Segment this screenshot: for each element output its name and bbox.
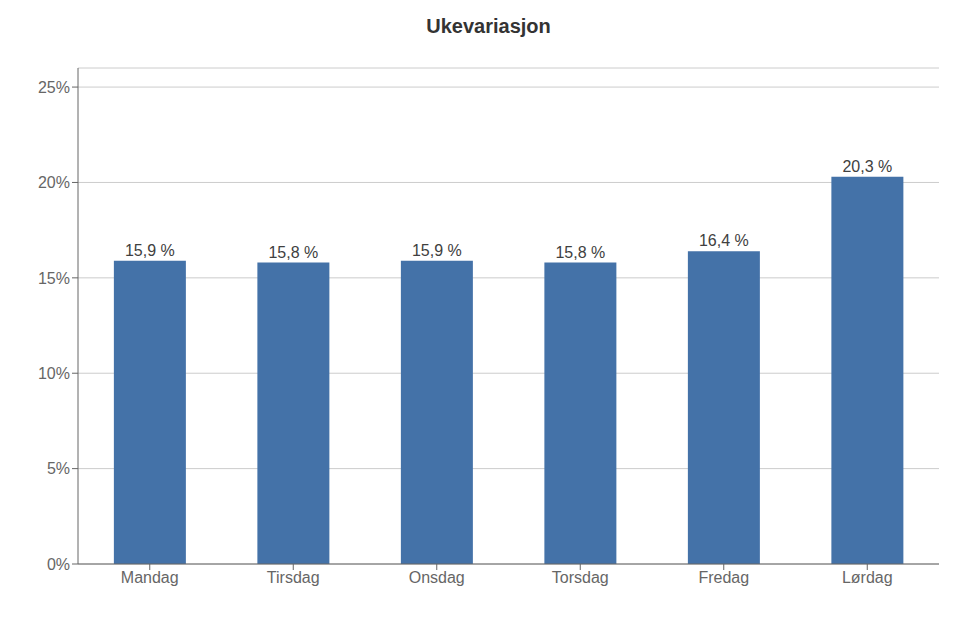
svg-text:Lørdag: Lørdag	[842, 569, 893, 586]
svg-text:20,3 %: 20,3 %	[842, 158, 892, 175]
svg-text:0%: 0%	[47, 556, 70, 573]
svg-text:10%: 10%	[38, 365, 70, 382]
svg-text:Onsdag: Onsdag	[409, 569, 465, 586]
svg-text:15,9 %: 15,9 %	[412, 242, 462, 259]
svg-text:Fredag: Fredag	[698, 569, 749, 586]
svg-text:Torsdag: Torsdag	[552, 569, 609, 586]
svg-text:15,8 %: 15,8 %	[555, 244, 605, 261]
svg-text:16,4 %: 16,4 %	[699, 232, 749, 249]
html-text:Ukevariasjon: Ukevariasjon	[426, 15, 551, 37]
svg-text:25%: 25%	[38, 79, 70, 96]
svg-text:20%: 20%	[38, 174, 70, 191]
svg-text:15,8 %: 15,8 %	[268, 244, 318, 261]
svg-text:15,9 %: 15,9 %	[125, 242, 175, 259]
svg-text:15%: 15%	[38, 270, 70, 287]
svg-text:5%: 5%	[47, 460, 70, 477]
svg-text:Tirsdag: Tirsdag	[267, 569, 320, 586]
svg-text:Mandag: Mandag	[121, 569, 179, 586]
